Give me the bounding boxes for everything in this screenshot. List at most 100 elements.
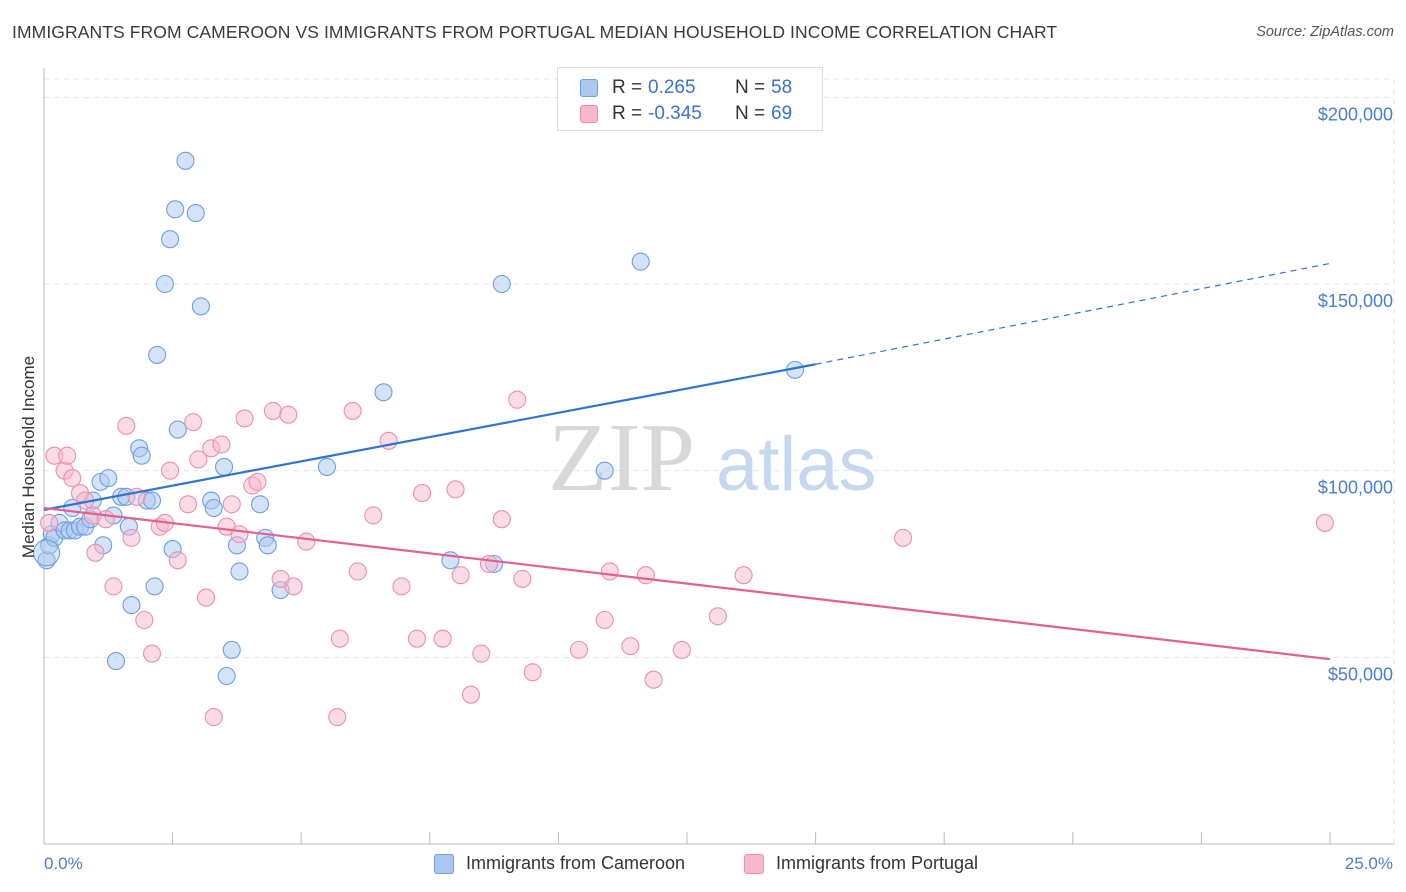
portugal-point <box>492 510 511 529</box>
portugal-point <box>235 409 254 428</box>
portugal-point <box>142 644 162 663</box>
portugal-point <box>58 446 77 465</box>
cameroon-point <box>217 666 236 686</box>
portugal-point <box>279 405 298 424</box>
portugal-point <box>117 416 136 435</box>
portugal-point <box>248 472 267 491</box>
cameroon-point <box>155 274 174 294</box>
portugal-swatch <box>744 854 764 874</box>
portugal-point <box>893 528 913 547</box>
cameroon-point <box>222 640 241 659</box>
series-portugal-points <box>40 390 1334 727</box>
y-tick-label: $50,000 <box>1328 664 1393 684</box>
portugal-point <box>595 610 614 630</box>
y-tick-label: $150,000 <box>1318 291 1393 311</box>
portugal-point <box>451 566 470 585</box>
portugal-point <box>178 495 198 514</box>
portugal-point <box>328 708 347 727</box>
cameroon-point <box>99 469 118 488</box>
cameroon-point <box>166 200 185 219</box>
portugal-point <box>204 708 223 727</box>
portugal-point <box>212 435 231 454</box>
legend-label: Immigrants from Portugal <box>776 853 979 873</box>
r-value: -0.345 <box>648 103 702 124</box>
cameroon-point <box>317 457 336 476</box>
portugal-point <box>104 577 123 596</box>
cameroon-point <box>214 457 234 476</box>
portugal-point <box>407 629 426 648</box>
portugal-point <box>222 495 241 514</box>
portugal-point <box>160 461 180 480</box>
cameroon-point <box>258 536 277 555</box>
portugal-point <box>461 685 481 704</box>
n-value: 69 <box>771 103 793 124</box>
cameroon-point <box>374 383 393 402</box>
trend-lines <box>43 262 1331 661</box>
x-tick-label: 0.0% <box>44 854 83 873</box>
series-cameroon-points <box>33 151 805 686</box>
watermark-zip: ZIP <box>548 404 695 512</box>
r-label: R = <box>612 77 643 98</box>
portugal-point <box>708 607 727 626</box>
zipatlas-watermark: ZIP atlas <box>548 404 877 512</box>
portugal-point <box>122 528 141 547</box>
tick-labels: $50,000 $100,000 $150,000 $200,000 0.0% 25.0% <box>44 104 1393 873</box>
cameroon-point <box>204 498 223 518</box>
watermark-atlas: atlas <box>716 422 877 507</box>
y-tick-label: $200,000 <box>1318 104 1393 124</box>
portugal-trend-line <box>43 506 1331 661</box>
portugal-point <box>413 484 432 503</box>
portugal-point <box>446 480 465 499</box>
cameroon-point <box>142 491 162 510</box>
portugal-point <box>263 401 282 420</box>
portugal-point <box>284 577 303 596</box>
portugal-point <box>636 566 655 585</box>
portugal-point <box>330 629 349 648</box>
cameroon-point <box>132 446 151 465</box>
cameroon-point <box>492 274 511 294</box>
cameroon-point-large <box>33 539 61 567</box>
portugal-point <box>621 637 640 656</box>
portugal-point <box>479 554 499 574</box>
cameroon-point <box>145 577 164 596</box>
portugal-point <box>523 663 542 682</box>
cameroon-point <box>148 345 167 364</box>
portugal-point <box>600 562 619 581</box>
cameroon-point <box>122 596 141 615</box>
n-label: N = <box>735 103 766 124</box>
portugal-point <box>508 390 527 409</box>
portugal-point <box>734 566 753 585</box>
portugal-point <box>63 469 82 488</box>
portugal-point <box>644 670 663 689</box>
correlation-stats-box: R = 0.265 N = 58 R = -0.345 N = 69 <box>557 67 823 131</box>
portugal-point <box>433 629 452 648</box>
n-value: 58 <box>771 77 793 98</box>
portugal-point <box>1315 513 1334 532</box>
cameroon-point <box>168 420 187 439</box>
portugal-point <box>86 543 105 562</box>
portugal-point <box>40 513 59 532</box>
portugal-point <box>472 644 491 663</box>
portugal-point <box>135 610 154 630</box>
portugal-point <box>569 640 589 659</box>
portugal-point <box>297 532 316 551</box>
cameroon-point <box>176 151 195 170</box>
legend-label: Immigrants from Cameroon <box>466 853 686 873</box>
chart-title: IMMIGRANTS FROM CAMEROON VS IMMIGRANTS F… <box>12 22 1058 42</box>
cameroon-trend-extension <box>815 262 1331 365</box>
cameroon-swatch <box>434 854 454 874</box>
cameroon-point <box>230 562 249 581</box>
cameroon-point <box>631 252 650 271</box>
source-credit: Source: ZipAtlas.com <box>1256 24 1394 40</box>
grid-lines <box>44 78 1395 844</box>
cameroon-point <box>106 652 126 671</box>
portugal-point <box>672 640 691 659</box>
cameroon-point <box>250 495 270 514</box>
r-value: 0.265 <box>648 77 696 98</box>
y-axis-label: Median Household Income <box>19 356 38 558</box>
x-tick-label: 25.0% <box>1345 854 1393 873</box>
axes <box>43 68 1394 845</box>
cameroon-point <box>191 297 210 316</box>
portugal-point <box>364 506 383 525</box>
